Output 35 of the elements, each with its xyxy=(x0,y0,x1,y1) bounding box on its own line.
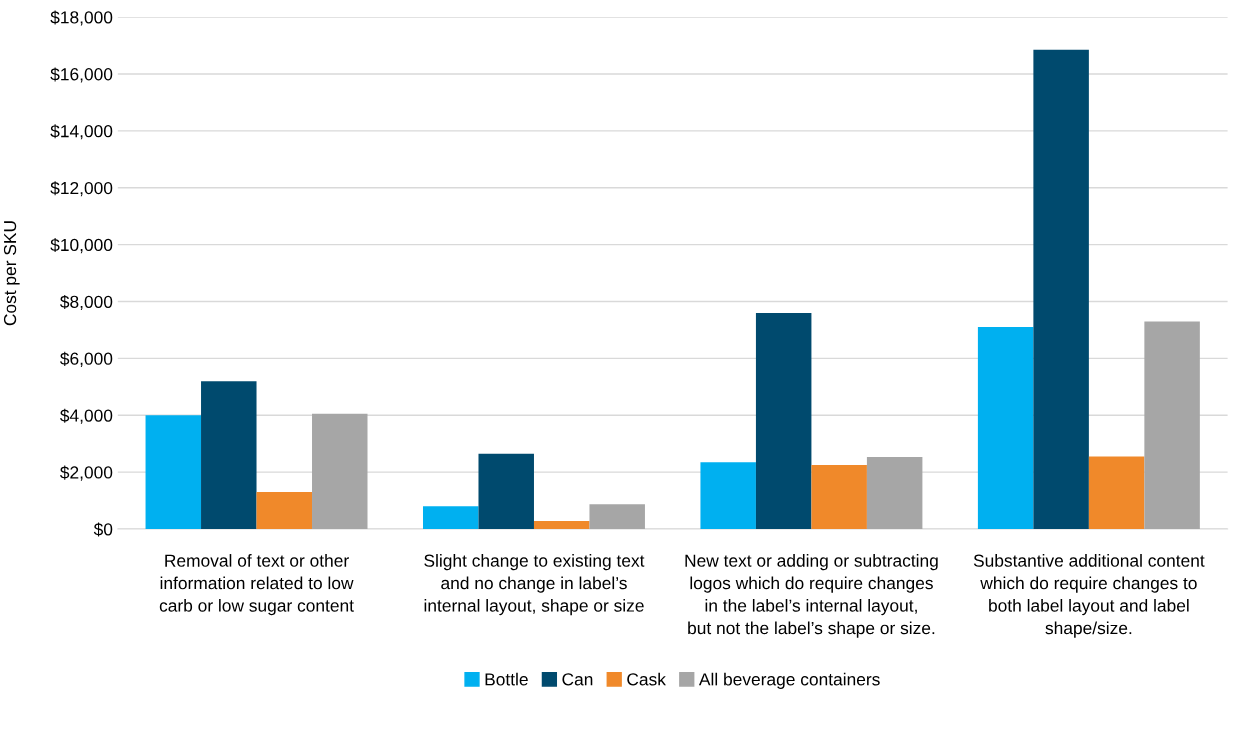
bar xyxy=(1088,456,1145,530)
y-tick-label: $14,000 xyxy=(50,124,113,140)
bar xyxy=(977,327,1034,530)
bar xyxy=(201,381,257,530)
bar xyxy=(312,413,368,530)
x-tick-label: Slight change to existing text and no change in label’s internal layout, shape or size xyxy=(424,554,645,616)
y-tick-label: $4,000 xyxy=(60,408,113,424)
bar xyxy=(145,415,202,530)
y-tick-label: $16,000 xyxy=(50,67,113,83)
bar xyxy=(1144,321,1200,530)
bar xyxy=(423,506,479,530)
x-tick-label: New text or adding or subtracting logos which do require changes in the label’s internal layout, but not the label’s shape or size. xyxy=(685,554,938,638)
y-tick-label: $0 xyxy=(93,522,113,537)
bar xyxy=(256,492,313,530)
x-tick-label: Removal of text or other information related to low carb or low sugar content xyxy=(159,554,354,616)
y-tick-label: $18,000 xyxy=(50,10,113,26)
legend-label: All beverage containers xyxy=(698,672,880,689)
legend-label: Can xyxy=(562,673,593,686)
y-tick-label: $10,000 xyxy=(50,238,113,254)
bar xyxy=(700,462,756,530)
legend-label: Cask xyxy=(627,672,666,686)
bar xyxy=(589,504,645,530)
bar xyxy=(811,465,867,530)
y-tick-label: $8,000 xyxy=(60,294,113,311)
bar xyxy=(533,521,590,530)
y-axis-title: Cost per SKU xyxy=(3,221,20,326)
y-tick-label: $6,000 xyxy=(60,351,113,367)
y-tick-label: $12,000 xyxy=(50,181,113,197)
x-tick-label: Substantive additional content which do require changes to both label layout and label shape/size. xyxy=(973,554,1205,638)
bar xyxy=(755,312,812,530)
bar xyxy=(866,457,923,530)
bar xyxy=(478,453,534,530)
bar xyxy=(1033,49,1089,530)
legend-label: Bottle xyxy=(485,672,528,686)
y-tick-label: $2,000 xyxy=(60,465,113,481)
